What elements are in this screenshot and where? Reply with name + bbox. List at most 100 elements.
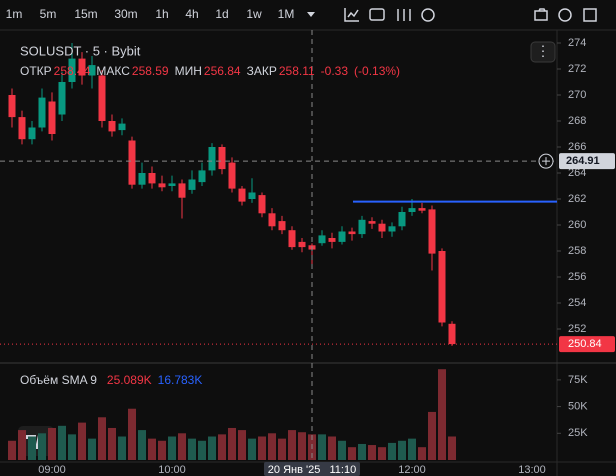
volume-bar	[378, 447, 386, 460]
settings-icon[interactable]	[558, 8, 572, 22]
candle-body	[68, 58, 76, 82]
y-tick-label: 252	[568, 323, 586, 335]
candle-body	[298, 241, 306, 248]
volume-bar	[428, 411, 436, 460]
volume-bar	[188, 438, 196, 460]
candle-body	[228, 162, 236, 189]
volume-bar	[298, 432, 306, 460]
candle-body	[128, 140, 136, 185]
toolbar-icons	[344, 8, 597, 22]
candle-body	[218, 147, 226, 170]
interval-dropdown	[307, 12, 315, 17]
interval-button[interactable]: 1d	[215, 7, 228, 21]
candle-body	[188, 179, 196, 190]
y-tick-label: 268	[568, 115, 586, 127]
interval-button[interactable]: 30m	[114, 7, 137, 21]
x-tick-label: 13:00	[518, 464, 546, 476]
interval-button[interactable]: 15m	[74, 7, 97, 21]
legend-text: 258.59	[132, 64, 169, 78]
compare-icon[interactable]	[369, 8, 385, 21]
interval-button[interactable]: 1m	[6, 7, 23, 21]
camera-icon[interactable]	[534, 8, 548, 21]
candle-body	[38, 97, 46, 128]
x-tick-label: 12:00	[398, 464, 426, 476]
last-price-label: 250.84	[568, 338, 602, 350]
candle-body	[238, 188, 246, 202]
candle-body	[378, 223, 386, 232]
candle-body	[358, 219, 366, 235]
interval-button[interactable]: 5m	[40, 7, 57, 21]
more-button[interactable]	[530, 41, 556, 63]
interval-button[interactable]: 4h	[185, 7, 198, 21]
legend-text: 258.44	[54, 64, 91, 78]
volume-bar	[48, 427, 56, 460]
crosshair-price-box	[559, 153, 615, 170]
volume-bar	[418, 447, 426, 460]
candle-body	[198, 170, 206, 183]
volume-bar	[98, 417, 106, 460]
volume-readout: 16.783K	[158, 373, 203, 387]
volume-bar	[398, 440, 406, 460]
add-icon[interactable]	[421, 8, 435, 22]
y-tick-label: 50K	[568, 400, 588, 412]
crosshair-plus-sign	[542, 157, 550, 166]
x-tick-label: 10:00	[158, 464, 186, 476]
candle-body	[258, 195, 266, 214]
interval-button[interactable]: 1M	[278, 7, 295, 21]
volume-bar	[88, 438, 96, 460]
volume-bar	[268, 433, 276, 460]
candle-body	[8, 95, 16, 118]
candle-body	[368, 221, 376, 224]
volume-bar	[168, 436, 176, 460]
volume-bar	[58, 425, 66, 460]
candle-body	[438, 251, 446, 323]
candle-body	[178, 183, 186, 198]
candle-body	[418, 208, 426, 211]
candle-body	[398, 212, 406, 227]
symbol-title: SOLUSDT · 5 · Bybit	[20, 43, 141, 58]
candle-body	[278, 221, 286, 231]
legend-text: 256.84	[204, 64, 241, 78]
candle-body	[148, 173, 156, 184]
candle-body	[208, 147, 216, 171]
more-icon[interactable]: ⋮	[536, 43, 550, 59]
interval-button[interactable]: 1h	[155, 7, 168, 21]
legend-text: МИН	[175, 64, 202, 78]
candle-body	[168, 183, 176, 186]
volume-bar	[438, 369, 446, 460]
indicators-icon[interactable]	[344, 8, 359, 22]
volume-bar	[208, 436, 216, 460]
y-tick-label: 274	[568, 37, 586, 49]
candle-body	[28, 127, 36, 140]
legend-text: (-0.13%)	[354, 64, 400, 78]
fullscreen-icon[interactable]	[583, 8, 597, 22]
candle-body	[138, 173, 146, 185]
volume-bar	[368, 445, 376, 460]
volume-bar	[148, 438, 156, 460]
volume-bar	[328, 436, 336, 460]
candle-body	[98, 75, 106, 121]
volume-bar	[138, 430, 146, 460]
volume-readout: 25.089K	[107, 373, 152, 387]
y-tick-label: 266	[568, 141, 586, 153]
candle-body	[268, 213, 276, 227]
candle-body	[18, 117, 26, 140]
volume-bar	[218, 434, 226, 460]
volume-bar	[8, 440, 16, 460]
y-tick-label: 270	[568, 89, 586, 101]
templates-icon[interactable]	[397, 9, 411, 21]
volume-bar	[198, 440, 206, 460]
interval-button[interactable]: 1w	[246, 7, 262, 21]
candle-body	[318, 235, 326, 244]
y-tick-label: 256	[568, 271, 586, 283]
x-tick-label: 09:00	[38, 464, 66, 476]
legend-text: ЗАКР	[247, 64, 277, 78]
candle-body	[48, 101, 56, 134]
y-tick-label: 254	[568, 297, 586, 309]
y-tick-label: 258	[568, 245, 586, 257]
volume-bar	[288, 430, 296, 460]
candle-body	[388, 226, 396, 232]
candle-body	[288, 230, 296, 248]
volume-bar	[228, 427, 236, 460]
